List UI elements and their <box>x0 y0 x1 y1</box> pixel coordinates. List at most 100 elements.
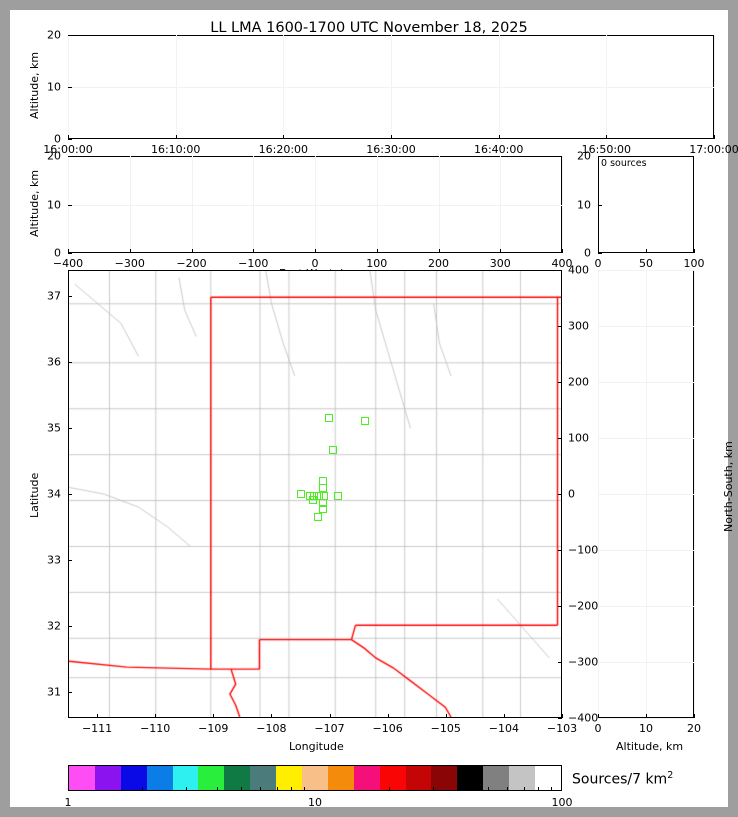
colorbar-minor-tick <box>142 787 144 791</box>
gridline-vertical <box>376 156 378 253</box>
lma-source-marker <box>325 413 334 422</box>
x-tick <box>97 714 99 718</box>
x-tick <box>694 714 695 718</box>
x-tick <box>175 135 177 139</box>
colorbar-segment-16 <box>483 766 510 790</box>
x-ticklabel: −107 <box>314 722 345 735</box>
x-ticklabel: 100 <box>366 257 388 270</box>
figure-canvas: LL LMA 1600-1700 UTC November 18, 2025 0… <box>10 10 738 809</box>
y-tick <box>68 139 72 140</box>
gridline-vertical <box>694 270 695 718</box>
y-ticklabel: 31 <box>47 685 61 699</box>
y-tick <box>68 87 72 88</box>
right-y-ticklabel: 400 <box>568 263 589 277</box>
colorbar[interactable] <box>68 765 562 791</box>
x-tick <box>391 135 392 139</box>
right-y-tick <box>558 550 562 551</box>
colorbar-minor-tick <box>523 787 525 791</box>
y-tick <box>68 428 72 430</box>
x-tick <box>646 714 647 718</box>
x-ticklabel: −200 <box>176 257 207 270</box>
gridline-vertical <box>598 270 599 718</box>
x-ticklabel: 0 <box>594 257 602 270</box>
x-axis-label: Altitude, km <box>616 740 684 753</box>
colorbar-minor-tick <box>291 787 293 791</box>
x-axis-label: Longitude <box>289 740 344 753</box>
lma-source-marker <box>297 489 306 498</box>
x-tick <box>68 135 69 139</box>
y-ticklabel: 10 <box>47 80 61 94</box>
colorbar-segment-11 <box>353 766 380 790</box>
right-y-tick <box>558 494 562 495</box>
x-tick <box>68 249 69 253</box>
map-panel[interactable] <box>68 270 562 718</box>
right-y-ticklabel: 100 <box>568 431 589 445</box>
x-tick <box>253 249 255 253</box>
x-tick <box>445 714 447 718</box>
gridline-vertical <box>191 156 193 253</box>
gridline-vertical <box>253 156 255 253</box>
right-y-ticklabel: −300 <box>568 655 599 669</box>
figure-title: LL LMA 1600-1700 UTC November 18, 2025 <box>210 20 528 36</box>
y-tick <box>68 625 72 627</box>
lma-source-marker <box>313 513 322 522</box>
x-tick <box>694 249 695 253</box>
right-y-ticklabel: 0 <box>568 487 575 501</box>
right-y-ticklabel: 200 <box>568 375 589 389</box>
y-tick <box>598 156 602 157</box>
colorbar-segment-17 <box>509 766 536 790</box>
y-tick <box>68 253 72 254</box>
lma-source-marker <box>318 476 327 485</box>
gridline-vertical <box>498 35 500 139</box>
y-tick <box>68 362 72 364</box>
gridline-horizontal <box>598 718 694 719</box>
gridline-vertical <box>315 156 316 253</box>
x-tick <box>191 249 193 253</box>
x-tick <box>498 135 500 139</box>
x-tick <box>438 249 440 253</box>
x-ticklabel: −106 <box>372 722 403 735</box>
colorbar-segment-9 <box>302 766 328 790</box>
altitude-histogram-panel <box>598 156 694 253</box>
x-tick <box>155 714 157 718</box>
gridline-vertical <box>283 35 285 139</box>
y-tick <box>598 204 602 206</box>
y-ticklabel: 10 <box>577 198 591 211</box>
y-ticklabel: 20 <box>47 149 61 163</box>
colorbar-segment-5 <box>198 766 225 790</box>
colorbar-minor-tick <box>463 787 465 791</box>
colorbar-segment-8 <box>276 766 303 790</box>
x-ticklabel: 300 <box>489 257 511 270</box>
x-ticklabel: −104 <box>488 722 519 735</box>
y-ticklabel: 0 <box>584 246 591 260</box>
x-ticklabel: 16:30:00 <box>366 143 416 156</box>
x-tick <box>271 714 273 718</box>
x-ticklabel: −400 <box>52 257 84 270</box>
y-ticklabel: 37 <box>47 289 61 303</box>
gridline-vertical <box>646 270 647 718</box>
right-y-tick <box>558 606 562 607</box>
y-ticklabel: 0 <box>54 246 61 260</box>
x-ticklabel: −105 <box>430 722 461 735</box>
x-tick <box>283 135 285 139</box>
gridline-vertical <box>438 156 440 253</box>
colorbar-segment-1 <box>94 766 121 790</box>
colorbar-minor-tick <box>389 787 391 791</box>
colorbar-minor-tick <box>487 787 489 791</box>
x-ticklabel: 0 <box>311 257 319 270</box>
x-ticklabel: −109 <box>198 722 229 735</box>
colorbar-segment-13 <box>405 766 432 790</box>
y-ticklabel: 36 <box>47 355 61 369</box>
x-ticklabel: 0 <box>594 722 602 735</box>
colorbar-minor-tick <box>185 787 187 791</box>
colorbar-minor-tick <box>216 787 218 791</box>
x-ticklabel: 16:50:00 <box>581 143 632 156</box>
x-ticklabel: −110 <box>140 722 171 735</box>
x-tick <box>598 249 599 253</box>
x-tick <box>646 249 647 253</box>
lma-source-marker <box>329 446 338 455</box>
colorbar-ticklabel: 100 <box>551 796 573 809</box>
x-ticklabel: −100 <box>238 257 269 270</box>
gridline-vertical <box>500 156 502 253</box>
y-axis-label: Latitude <box>28 472 41 518</box>
